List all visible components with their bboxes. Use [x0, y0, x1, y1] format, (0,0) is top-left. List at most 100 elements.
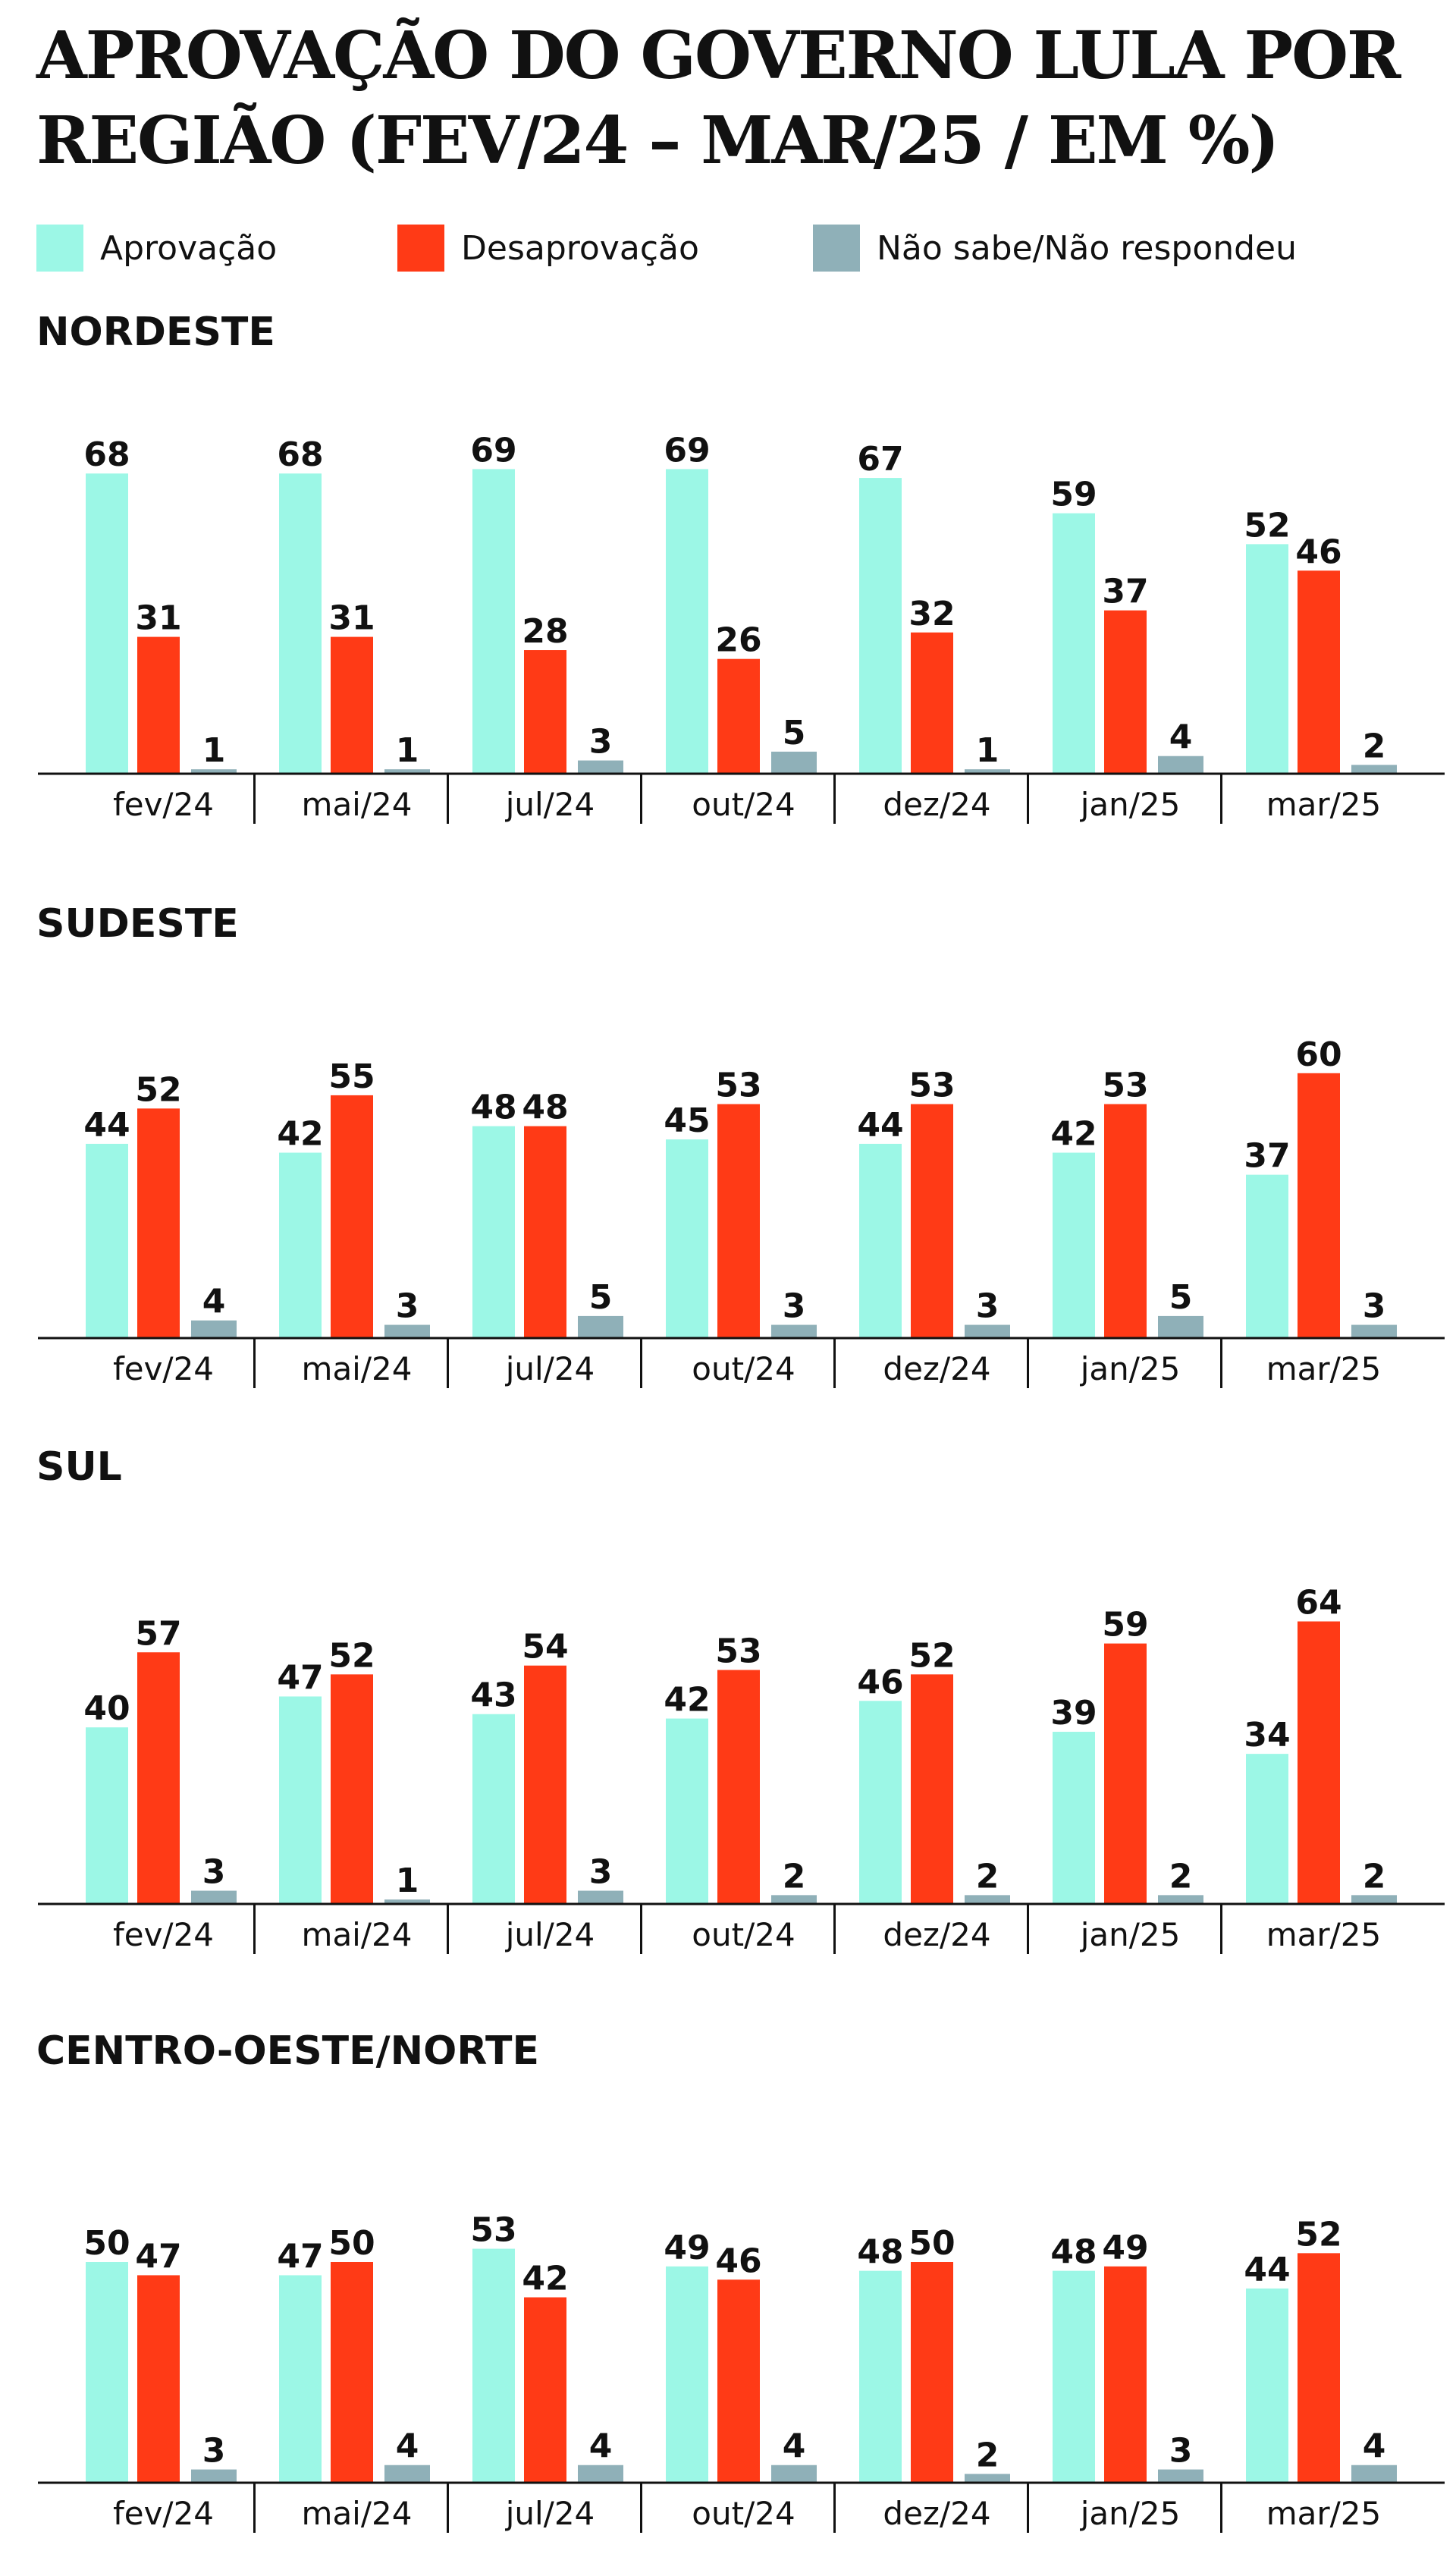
bar-desaprovacao-mai-24	[331, 636, 373, 774]
data-label-nao-sabe-jan-25: 2	[1169, 1857, 1193, 1896]
bar-desaprovacao-out-24	[717, 1104, 760, 1338]
bar-aprovacao-jan-25	[1053, 2270, 1095, 2483]
bar-desaprovacao-jan-25	[1104, 1643, 1147, 1904]
bar-nao-sabe-mar-25	[1351, 1324, 1397, 1338]
bar-nao-sabe-dez-24	[965, 1895, 1010, 1904]
bar-desaprovacao-dez-24	[911, 1674, 953, 1904]
bar-desaprovacao-mai-24	[331, 1674, 373, 1904]
x-tick-label-jul-24: jul/24	[505, 1916, 595, 1953]
data-label-nao-sabe-dez-24: 1	[976, 731, 999, 770]
bar-desaprovacao-mai-24	[331, 2262, 373, 2483]
data-label-desaprovacao-fev-24: 31	[135, 599, 181, 638]
bar-desaprovacao-fev-24	[137, 636, 180, 774]
x-tick-label-jan-25: jan/25	[1080, 786, 1181, 823]
bar-desaprovacao-fev-24	[137, 2275, 180, 2483]
legend-swatch-nao-sabe	[813, 225, 860, 272]
x-tick-label-mar-25: mar/25	[1266, 2495, 1382, 2532]
data-label-desaprovacao-out-24: 26	[715, 621, 761, 660]
data-label-nao-sabe-dez-24: 3	[976, 1287, 999, 1326]
bar-desaprovacao-mar-25	[1298, 2253, 1340, 2483]
bar-aprovacao-dez-24	[859, 2270, 902, 2483]
data-label-desaprovacao-dez-24: 53	[908, 1067, 955, 1105]
bar-nao-sabe-fev-24	[191, 1890, 237, 1904]
x-tick-label-out-24: out/24	[692, 2495, 795, 2532]
bar-nao-sabe-jul-24	[578, 1315, 623, 1338]
bar-aprovacao-out-24	[666, 1139, 708, 1338]
data-label-aprovacao-jan-25: 59	[1050, 476, 1097, 514]
data-label-desaprovacao-mar-25: 46	[1295, 533, 1341, 571]
bar-aprovacao-mai-24	[279, 1152, 322, 1338]
x-tick-label-jul-24: jul/24	[505, 1350, 595, 1387]
bar-aprovacao-out-24	[666, 469, 708, 774]
data-label-nao-sabe-jul-24: 4	[589, 2427, 613, 2466]
data-label-desaprovacao-fev-24: 52	[135, 1070, 181, 1109]
data-label-nao-sabe-fev-24: 1	[202, 731, 226, 770]
data-label-desaprovacao-dez-24: 52	[908, 1636, 955, 1675]
bar-nao-sabe-jan-25	[1158, 756, 1203, 774]
bar-nao-sabe-jul-24	[578, 760, 623, 774]
bar-aprovacao-jan-25	[1053, 1732, 1095, 1904]
bar-nao-sabe-fev-24	[191, 2469, 237, 2483]
data-label-desaprovacao-jan-25: 49	[1102, 2229, 1148, 2267]
x-tick-label-mar-25: mar/25	[1266, 1350, 1382, 1387]
bar-desaprovacao-jul-24	[524, 1665, 566, 1904]
data-label-nao-sabe-mar-25: 2	[1363, 1857, 1386, 1896]
bar-aprovacao-dez-24	[859, 478, 902, 774]
bar-aprovacao-mar-25	[1246, 2288, 1288, 2483]
x-tick-label-jan-25: jan/25	[1080, 1350, 1181, 1387]
x-tick-label-dez-24: dez/24	[883, 2495, 990, 2532]
bar-nao-sabe-out-24	[771, 1895, 817, 1904]
data-label-aprovacao-out-24: 49	[664, 2229, 710, 2267]
data-label-nao-sabe-jan-25: 3	[1169, 2432, 1193, 2471]
data-label-aprovacao-mai-24: 68	[277, 435, 323, 474]
bar-aprovacao-fev-24	[86, 1143, 128, 1338]
bar-aprovacao-mai-24	[279, 473, 322, 774]
bar-aprovacao-mai-24	[279, 1696, 322, 1904]
bar-nao-sabe-mai-24	[384, 769, 430, 774]
bar-nao-sabe-fev-24	[191, 1320, 237, 1338]
region-title-centro-oeste-norte: CENTRO-OESTE/NORTE	[36, 2028, 540, 2074]
bar-nao-sabe-jan-25	[1158, 1895, 1203, 1904]
bar-aprovacao-out-24	[666, 2266, 708, 2483]
data-label-aprovacao-mar-25: 44	[1244, 2251, 1290, 2289]
data-label-desaprovacao-out-24: 53	[715, 1632, 761, 1671]
bar-nao-sabe-dez-24	[965, 769, 1010, 774]
bar-aprovacao-mar-25	[1246, 1754, 1288, 1904]
chart-nordeste: 68 31 1 fev/24 68 31 1 mai/24 69 28 3 jul/24 69 26 5 ou…	[38, 431, 1445, 824]
data-label-aprovacao-mai-24: 42	[277, 1115, 323, 1154]
x-tick-label-fev-24: fev/24	[113, 2495, 214, 2532]
data-label-nao-sabe-mai-24: 1	[396, 731, 419, 770]
x-tick-label-out-24: out/24	[692, 1916, 795, 1953]
x-tick-label-dez-24: dez/24	[883, 1350, 990, 1387]
bar-nao-sabe-out-24	[771, 751, 817, 774]
data-label-desaprovacao-dez-24: 50	[908, 2224, 955, 2263]
legend-label-aprovacao: Aprovação	[100, 229, 278, 268]
data-label-desaprovacao-fev-24: 57	[135, 1614, 181, 1653]
data-label-desaprovacao-dez-24: 32	[908, 595, 955, 633]
data-label-nao-sabe-jul-24: 3	[589, 1853, 613, 1892]
bar-nao-sabe-jan-25	[1158, 1315, 1203, 1338]
data-label-nao-sabe-mar-25: 3	[1363, 1287, 1386, 1326]
data-label-nao-sabe-mai-24: 1	[396, 1861, 419, 1900]
bar-nao-sabe-mai-24	[384, 1324, 430, 1338]
bar-aprovacao-jul-24	[472, 2248, 515, 2483]
x-tick-label-jul-24: jul/24	[505, 786, 595, 823]
bar-desaprovacao-mar-25	[1298, 570, 1340, 774]
bar-aprovacao-jan-25	[1053, 513, 1095, 774]
data-label-nao-sabe-mai-24: 4	[396, 2427, 419, 2466]
data-label-nao-sabe-jul-24: 3	[589, 723, 613, 762]
legend-swatch-desaprovacao	[397, 225, 444, 272]
bar-nao-sabe-mai-24	[384, 1899, 430, 1904]
data-label-desaprovacao-mai-24: 55	[328, 1057, 375, 1096]
bar-desaprovacao-fev-24	[137, 1108, 180, 1338]
data-label-aprovacao-jan-25: 48	[1050, 2233, 1097, 2272]
bar-nao-sabe-fev-24	[191, 769, 237, 774]
x-tick-label-mai-24: mai/24	[302, 2495, 413, 2532]
bar-nao-sabe-jan-25	[1158, 2469, 1203, 2483]
data-label-desaprovacao-mai-24: 31	[328, 599, 375, 638]
data-label-desaprovacao-jul-24: 42	[522, 2260, 568, 2298]
x-tick-label-jul-24: jul/24	[505, 2495, 595, 2532]
bar-nao-sabe-dez-24	[965, 2474, 1010, 2483]
data-label-aprovacao-dez-24: 46	[857, 1663, 903, 1701]
